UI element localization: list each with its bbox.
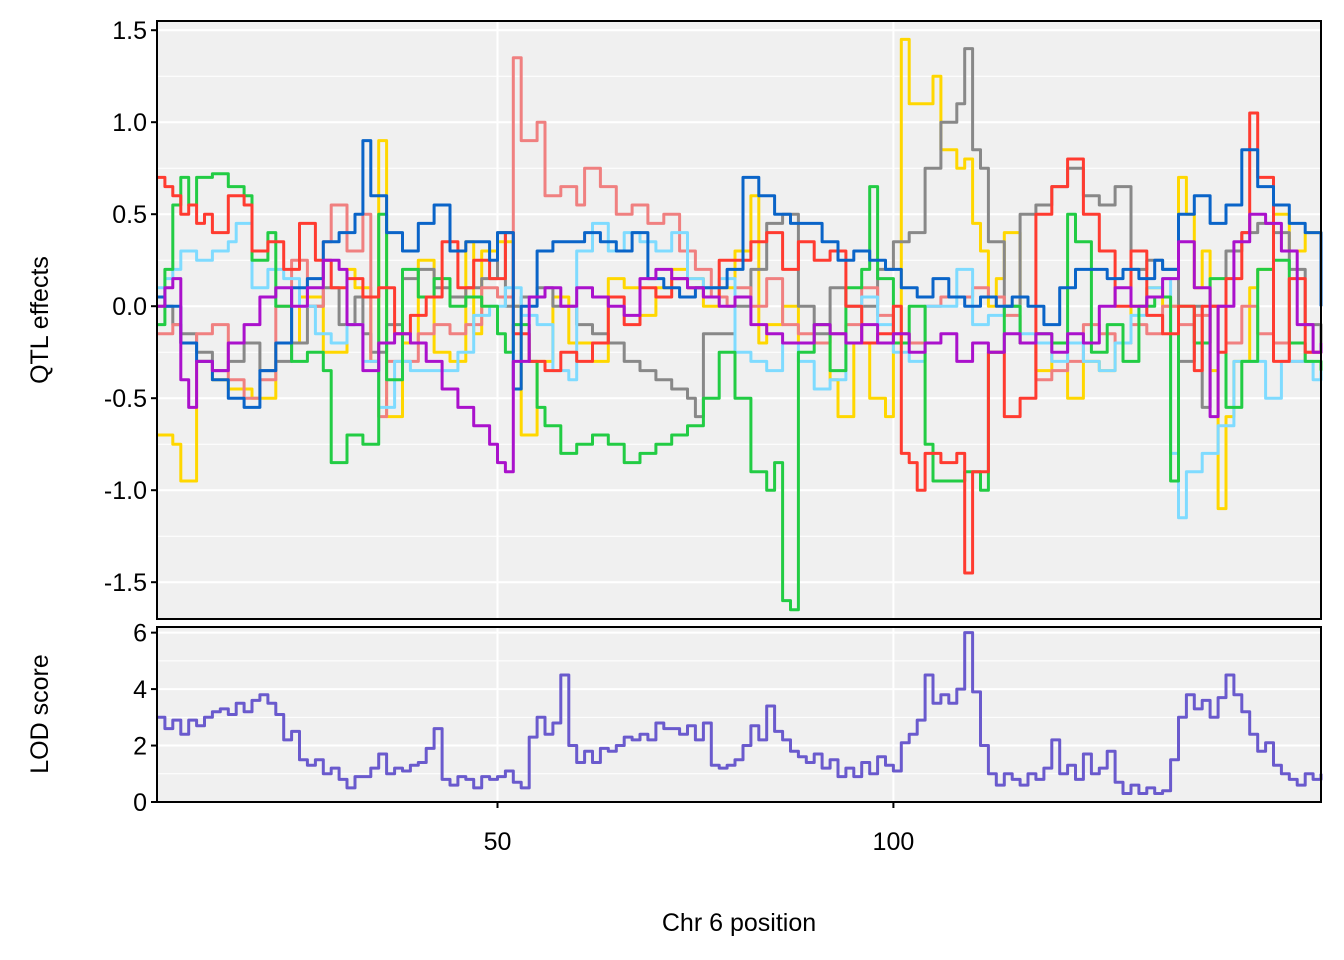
effects-y-tick-label: 0.0 [112, 293, 147, 321]
effects-y-tick-label: -0.5 [104, 385, 147, 413]
effects-series-line-7 [157, 139, 1323, 409]
effects-y-ticks: 1.5 1.0 0.5 0.0 -0.5 -1.0 -1.5 [104, 17, 157, 597]
x-axis-ticks: 50 100 [484, 802, 915, 856]
effects-y-tick-label: -1.5 [104, 569, 147, 597]
x-tick-label: 50 [484, 828, 512, 856]
effects-y-tick-label: 1.5 [112, 17, 147, 45]
effects-panel-border [156, 20, 1322, 620]
effects-y-tick-label: -1.0 [104, 477, 147, 505]
lod-y-tick-label: 0 [133, 789, 147, 817]
effects-y-tick-label: 1.0 [112, 109, 147, 137]
effects-series-line-4 [157, 221, 1323, 520]
x-tick-label: 100 [873, 828, 915, 856]
effects-panel: 1.5 1.0 0.5 0.0 -0.5 -1.0 -1.5 QTL effects [26, 17, 1323, 620]
lod-series-line-1 [157, 631, 1323, 795]
lod-y-tick-label: 4 [133, 676, 147, 704]
lod-y-ticks: 0 2 4 6 [133, 620, 157, 817]
lod-y-tick-label: 6 [133, 620, 147, 648]
lod-panel: 0 2 4 6 50 100 LOD score Chr 6 position [26, 620, 1323, 937]
effects-y-tick-label: 0.5 [112, 201, 147, 229]
lod-panel-border [156, 626, 1322, 803]
lod-y-tick-label: 2 [133, 733, 147, 761]
x-axis-label: Chr 6 position [662, 909, 816, 937]
effects-series-line-5 [157, 172, 1323, 612]
lod-series [157, 631, 1323, 795]
effects-series [157, 37, 1323, 612]
effects-series-line-8 [157, 212, 1323, 474]
lod-y-axis-label: LOD score [26, 654, 54, 773]
lod-panel-background [157, 627, 1321, 802]
effects-y-axis-label: QTL effects [26, 256, 54, 384]
effects-panel-background [157, 21, 1321, 619]
effects-series-line-6 [157, 111, 1323, 575]
